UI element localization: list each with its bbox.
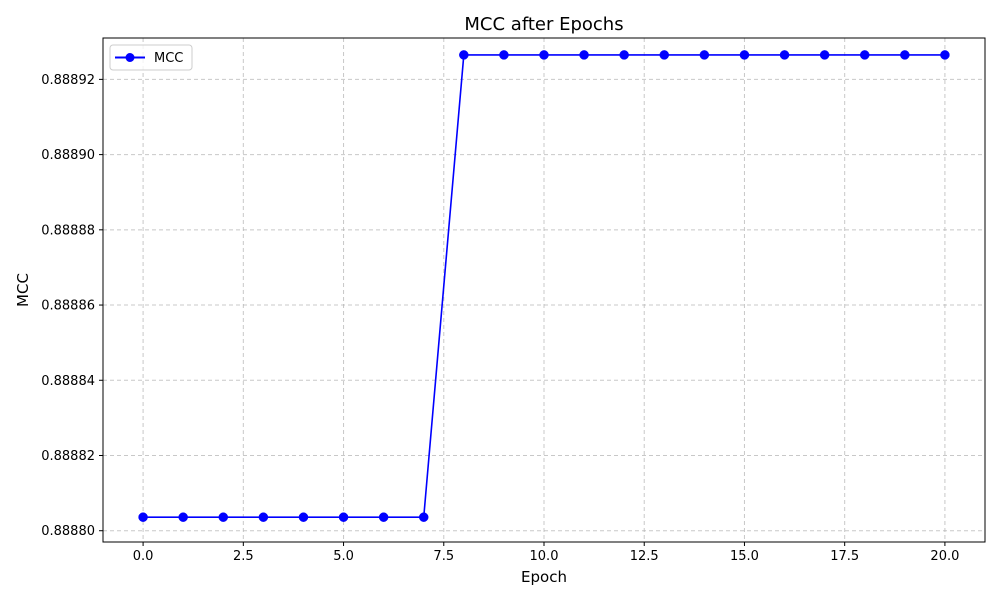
series-layer (138, 50, 950, 522)
data-point (218, 512, 229, 522)
y-tick-label: 0.88890 (41, 148, 95, 163)
y-tick-label: 0.88888 (41, 223, 95, 238)
grid-lines (103, 38, 985, 542)
x-axis-label: Epoch (521, 568, 567, 586)
y-tick-label: 0.88892 (41, 73, 95, 88)
data-point (779, 50, 790, 60)
data-point (859, 50, 870, 60)
data-point (619, 50, 629, 60)
y-axis-label: MCC (14, 273, 32, 307)
data-point (258, 512, 269, 522)
data-point (579, 50, 589, 60)
data-point (418, 512, 429, 522)
x-tick-label: 2.5 (233, 549, 254, 564)
x-tick-label: 10.0 (530, 549, 559, 564)
legend-marker-swatch (125, 53, 135, 62)
data-point (178, 512, 188, 522)
x-tick-label: 15.0 (730, 549, 759, 564)
x-tick-label: 5.0 (333, 549, 354, 564)
data-point (459, 50, 469, 60)
data-point (699, 50, 710, 60)
chart-title: MCC after Epochs (464, 14, 623, 35)
data-point (138, 512, 148, 522)
data-point (659, 50, 670, 60)
legend-box (109, 44, 193, 71)
data-point (338, 512, 349, 522)
data-point (298, 512, 309, 522)
data-point (539, 50, 549, 60)
data-point (900, 50, 910, 60)
data-point (819, 50, 830, 60)
x-tick-label: 0.0 (133, 549, 154, 564)
data-point (739, 50, 750, 60)
y-tick-label: 0.88882 (41, 449, 95, 464)
x-tick-label: 20.0 (930, 549, 959, 564)
x-tick-label: 12.5 (630, 549, 659, 564)
y-tick-label: 0.88884 (41, 374, 95, 389)
tick-layer: 0.0 2.5 5.0 7.5 10.0 12.5 15.0 17.5 20.0 0.88880 0… (41, 73, 959, 564)
x-tick-label: 7.5 (433, 549, 454, 564)
x-tick-label: 17.5 (830, 549, 859, 564)
data-point (499, 50, 509, 60)
legend: MCC (109, 44, 193, 71)
data-point (940, 50, 950, 60)
y-tick-label: 0.88886 (41, 299, 95, 314)
y-tick-label: 0.88880 (41, 524, 95, 539)
data-point (378, 512, 389, 522)
legend-label-mcc: MCC (154, 51, 183, 66)
